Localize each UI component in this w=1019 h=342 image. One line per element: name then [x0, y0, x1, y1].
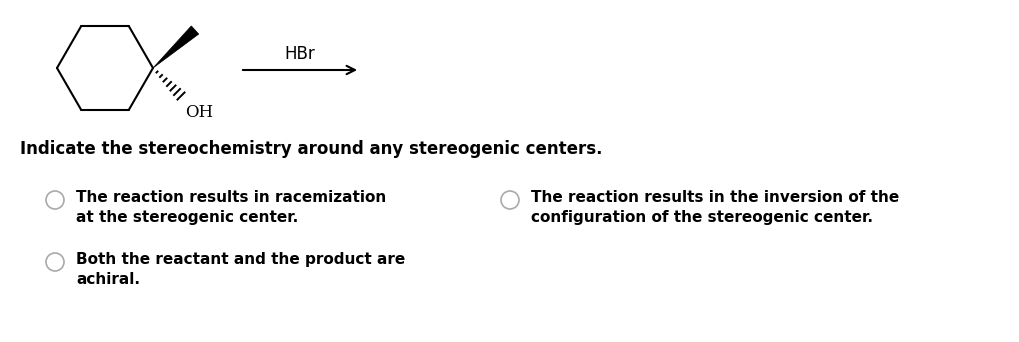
- Text: OH: OH: [185, 104, 213, 121]
- Text: Indicate the stereochemistry around any stereogenic centers.: Indicate the stereochemistry around any …: [20, 140, 602, 158]
- Text: The reaction results in racemization: The reaction results in racemization: [76, 190, 386, 205]
- Text: Both the reactant and the product are: Both the reactant and the product are: [76, 252, 406, 267]
- Text: configuration of the stereogenic center.: configuration of the stereogenic center.: [531, 210, 873, 225]
- Text: The reaction results in the inversion of the: The reaction results in the inversion of…: [531, 190, 899, 205]
- Polygon shape: [153, 26, 199, 68]
- Text: at the stereogenic center.: at the stereogenic center.: [76, 210, 299, 225]
- Text: HBr: HBr: [284, 45, 315, 63]
- Text: achiral.: achiral.: [76, 272, 140, 287]
